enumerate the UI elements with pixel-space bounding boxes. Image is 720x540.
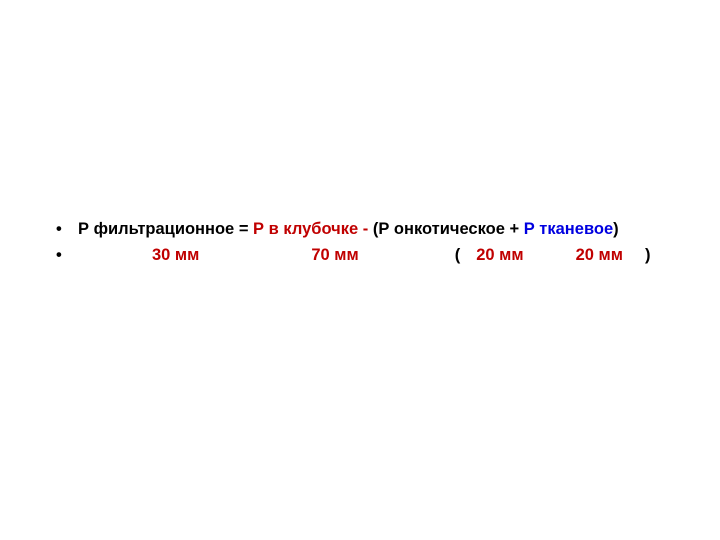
paren-open-2: ( <box>455 246 461 264</box>
values-line: 30 мм 70 мм (20 мм 20 мм) <box>40 244 680 266</box>
value-20mm-b: 20 мм <box>576 246 623 264</box>
bullet-list: Р фильтрационное = Р в клубочке - ( Р онк… <box>40 218 680 267</box>
value-70mm: 70 мм <box>311 246 358 264</box>
paren-close-1: ) <box>613 220 619 238</box>
value-30mm: 30 мм <box>152 246 199 264</box>
label-p-onk: Р онкотическое + <box>378 220 523 238</box>
label-p-filtr: Р фильтрационное = <box>78 220 248 238</box>
label-p-tkan: Р тканевое <box>524 220 613 238</box>
value-20mm-a: 20 мм <box>476 246 523 264</box>
label-p-klub: Р в клубочке - <box>248 220 372 238</box>
content-block: Р фильтрационное = Р в клубочке - ( Р онк… <box>40 218 680 271</box>
formula-line: Р фильтрационное = Р в клубочке - (Р онк… <box>40 218 680 240</box>
slide: Р фильтрационное = Р в клубочке - ( Р онк… <box>0 0 720 540</box>
paren-close-2: ) <box>645 246 651 264</box>
